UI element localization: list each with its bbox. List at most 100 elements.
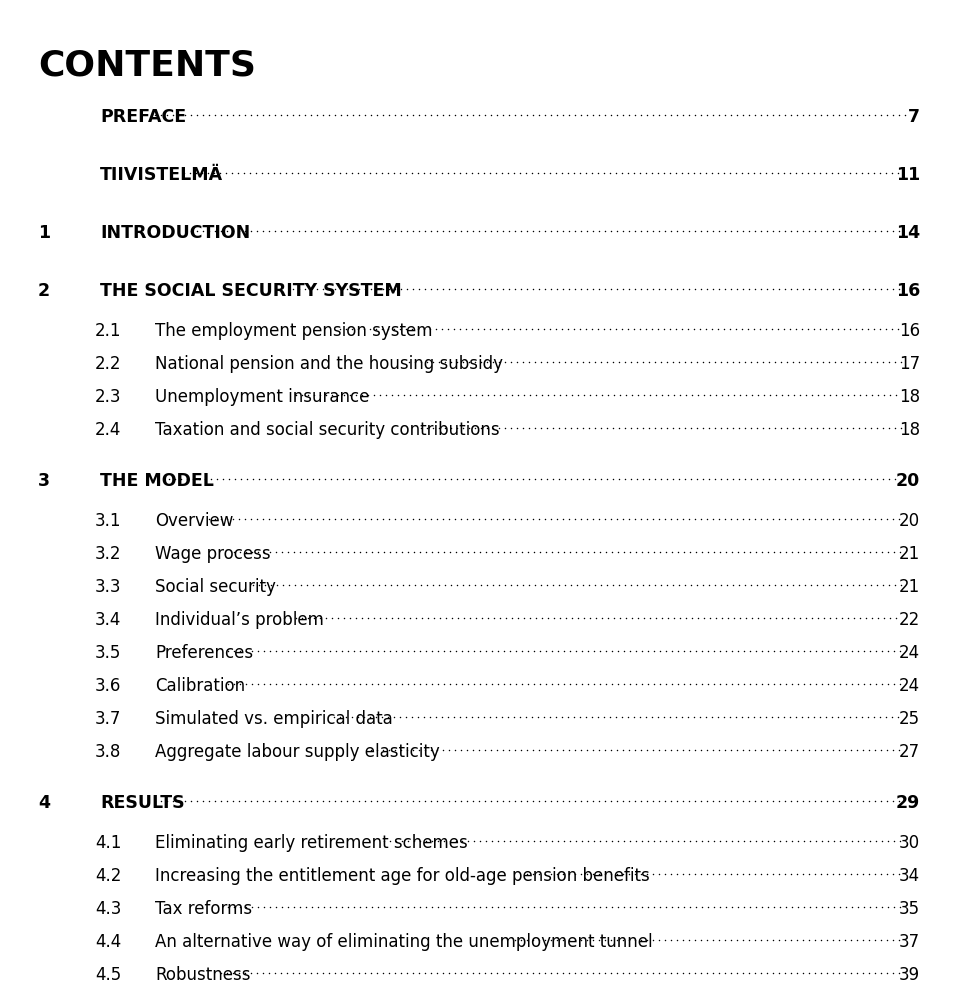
Point <box>731 354 746 370</box>
Point <box>332 320 348 336</box>
Point <box>653 354 668 370</box>
Point <box>736 643 752 659</box>
Point <box>712 898 728 914</box>
Point <box>860 320 876 336</box>
Point <box>369 107 384 123</box>
Point <box>838 964 853 980</box>
Point <box>807 107 823 123</box>
Point <box>537 793 552 809</box>
Point <box>843 932 858 948</box>
Point <box>492 420 507 436</box>
Point <box>575 420 590 436</box>
Point <box>306 609 322 625</box>
Point <box>713 420 729 436</box>
Point <box>844 741 859 757</box>
Point <box>550 675 565 691</box>
Point <box>544 543 560 559</box>
Point <box>305 471 321 487</box>
Point <box>736 833 752 849</box>
Point <box>612 471 627 487</box>
Point <box>753 793 768 809</box>
Point <box>207 107 223 123</box>
Point <box>699 107 714 123</box>
Point <box>639 793 655 809</box>
Point <box>807 511 823 527</box>
Point <box>825 932 840 948</box>
Point <box>778 223 793 239</box>
Point <box>822 609 837 625</box>
Point <box>687 793 703 809</box>
Point <box>495 964 511 980</box>
Point <box>712 643 728 659</box>
Point <box>702 420 717 436</box>
Point <box>843 511 858 527</box>
Point <box>411 223 426 239</box>
Point <box>891 511 906 527</box>
Point <box>507 281 522 297</box>
Point <box>873 107 888 123</box>
Point <box>826 866 841 881</box>
Point <box>507 793 522 809</box>
Point <box>778 833 793 849</box>
Point <box>700 643 715 659</box>
Point <box>693 511 708 527</box>
Point <box>516 420 531 436</box>
Point <box>773 577 788 593</box>
Point <box>497 471 513 487</box>
Point <box>492 471 507 487</box>
Point <box>487 387 502 402</box>
Point <box>510 420 525 436</box>
Point <box>795 107 810 123</box>
Point <box>790 675 805 691</box>
Point <box>302 165 318 180</box>
Point <box>579 793 594 809</box>
Point <box>638 165 654 180</box>
Point <box>628 741 643 757</box>
Point <box>718 543 733 559</box>
Point <box>521 577 537 593</box>
Point <box>222 471 237 487</box>
Point <box>507 107 522 123</box>
Point <box>231 964 247 980</box>
Point <box>416 709 431 725</box>
Point <box>549 793 564 809</box>
Point <box>567 107 583 123</box>
Point <box>724 866 739 881</box>
Point <box>813 932 828 948</box>
Point <box>890 165 905 180</box>
Point <box>168 471 183 487</box>
Point <box>335 577 350 593</box>
Point <box>501 223 516 239</box>
Point <box>879 866 895 881</box>
Point <box>868 675 883 691</box>
Point <box>590 709 606 725</box>
Point <box>472 543 488 559</box>
Point <box>549 741 564 757</box>
Point <box>720 609 735 625</box>
Point <box>491 543 506 559</box>
Point <box>418 741 433 757</box>
Point <box>525 107 540 123</box>
Point <box>321 107 336 123</box>
Point <box>537 932 552 948</box>
Point <box>561 932 576 948</box>
Text: TIIVISTELMÄ: TIIVISTELMÄ <box>100 166 223 184</box>
Point <box>875 543 890 559</box>
Point <box>516 471 531 487</box>
Point <box>798 420 813 436</box>
Point <box>832 543 848 559</box>
Point <box>488 709 503 725</box>
Point <box>342 471 357 487</box>
Point <box>498 609 514 625</box>
Point <box>604 964 619 980</box>
Point <box>596 165 612 180</box>
Point <box>759 793 775 809</box>
Point <box>849 281 864 297</box>
Point <box>498 387 514 402</box>
Point <box>350 320 366 336</box>
Point <box>496 898 512 914</box>
Point <box>587 543 602 559</box>
Point <box>692 320 708 336</box>
Point <box>590 165 606 180</box>
Point <box>279 964 295 980</box>
